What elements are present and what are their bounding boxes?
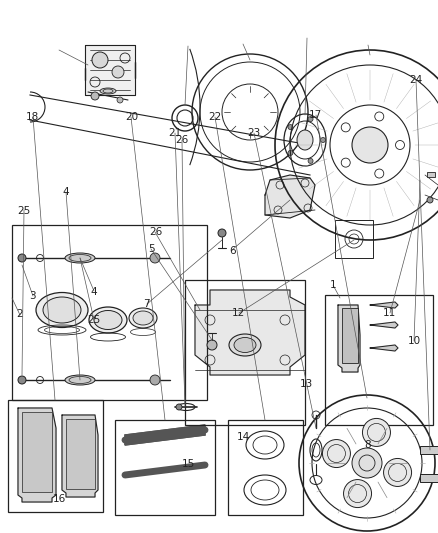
- Ellipse shape: [89, 307, 127, 333]
- Circle shape: [150, 253, 160, 263]
- Text: 25: 25: [88, 315, 101, 325]
- Polygon shape: [265, 175, 315, 218]
- Text: 6: 6: [229, 246, 236, 255]
- Text: 25: 25: [18, 206, 31, 215]
- Polygon shape: [370, 302, 398, 308]
- Polygon shape: [195, 290, 305, 375]
- Text: 12: 12: [232, 309, 245, 318]
- Text: 15: 15: [182, 459, 195, 469]
- Ellipse shape: [65, 375, 95, 385]
- Bar: [115, 420, 215, 515]
- Polygon shape: [125, 425, 205, 445]
- Circle shape: [322, 440, 350, 467]
- Circle shape: [18, 254, 26, 262]
- Circle shape: [91, 92, 99, 100]
- Bar: [22, 412, 52, 492]
- Bar: [420, 446, 438, 454]
- Polygon shape: [338, 305, 360, 372]
- Text: 8: 8: [364, 440, 371, 450]
- Circle shape: [343, 480, 371, 507]
- Bar: [342, 308, 358, 363]
- Ellipse shape: [43, 297, 81, 323]
- Text: 7: 7: [143, 299, 150, 309]
- Bar: [12, 225, 207, 400]
- Circle shape: [352, 127, 388, 163]
- Ellipse shape: [65, 253, 95, 263]
- Circle shape: [218, 229, 226, 237]
- Text: 10: 10: [407, 336, 420, 346]
- Bar: [8, 400, 103, 512]
- Circle shape: [288, 125, 293, 130]
- Circle shape: [427, 197, 433, 203]
- Bar: [66, 419, 95, 489]
- Circle shape: [150, 375, 160, 385]
- Polygon shape: [125, 425, 205, 445]
- Circle shape: [321, 138, 325, 142]
- Text: 20: 20: [125, 112, 138, 122]
- Text: 4: 4: [91, 287, 98, 296]
- Circle shape: [288, 150, 293, 156]
- Ellipse shape: [133, 311, 153, 325]
- Text: 14: 14: [237, 432, 250, 442]
- Circle shape: [18, 376, 26, 384]
- Ellipse shape: [36, 293, 88, 327]
- Bar: [335, 220, 373, 258]
- Text: 3: 3: [29, 291, 36, 301]
- Text: 22: 22: [208, 112, 221, 122]
- Circle shape: [207, 340, 217, 350]
- Text: 18: 18: [26, 112, 39, 122]
- Circle shape: [176, 404, 182, 410]
- Text: 23: 23: [247, 128, 261, 138]
- Ellipse shape: [129, 308, 157, 328]
- Polygon shape: [370, 322, 398, 328]
- Ellipse shape: [229, 334, 261, 356]
- Circle shape: [363, 418, 390, 447]
- Text: 21: 21: [169, 128, 182, 138]
- Circle shape: [384, 458, 412, 487]
- Text: 11: 11: [383, 309, 396, 318]
- Text: 16: 16: [53, 495, 66, 504]
- Circle shape: [112, 66, 124, 78]
- Ellipse shape: [297, 130, 313, 150]
- Text: 13: 13: [300, 379, 313, 389]
- Text: 17: 17: [309, 110, 322, 119]
- Circle shape: [117, 97, 123, 103]
- Bar: [427, 172, 435, 177]
- Polygon shape: [18, 408, 56, 502]
- Bar: [420, 474, 438, 482]
- Ellipse shape: [100, 88, 116, 94]
- Text: 2: 2: [16, 310, 23, 319]
- Bar: [228, 420, 303, 515]
- Circle shape: [352, 448, 382, 478]
- Bar: [185, 280, 305, 425]
- Text: 5: 5: [148, 245, 155, 254]
- Ellipse shape: [234, 337, 256, 352]
- Bar: [325, 295, 433, 425]
- Text: 26: 26: [149, 227, 162, 237]
- Text: 24: 24: [410, 75, 423, 85]
- Text: 26: 26: [175, 135, 188, 145]
- Ellipse shape: [94, 311, 122, 329]
- Polygon shape: [370, 345, 398, 351]
- Polygon shape: [85, 45, 135, 95]
- Circle shape: [308, 158, 313, 164]
- Text: 4: 4: [62, 187, 69, 197]
- Circle shape: [92, 52, 108, 68]
- Polygon shape: [62, 415, 98, 497]
- Text: 1: 1: [329, 280, 336, 290]
- Circle shape: [308, 117, 313, 122]
